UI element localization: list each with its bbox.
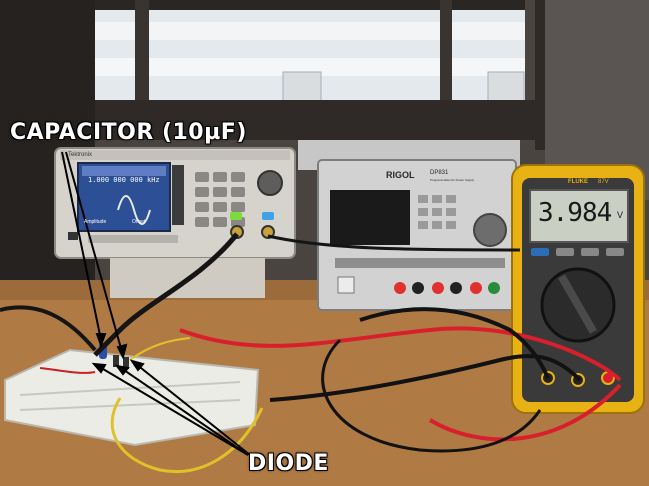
multimeter [511, 164, 645, 414]
fg-blue-button [262, 212, 274, 220]
fg-knob [257, 170, 283, 196]
left-cable [0, 305, 97, 352]
ps-brand: RIGOL [386, 170, 415, 180]
ps-buttons [418, 195, 456, 229]
bnc-cable [93, 232, 239, 357]
capacitor-arrows [61, 151, 128, 360]
diode-arrows [91, 359, 251, 456]
black-probe-lead-2 [359, 307, 550, 379]
socket-1 [282, 71, 322, 103]
ps-power-switch [337, 276, 355, 294]
red-probe-lead-2 [428, 383, 622, 442]
dmm-lcd [529, 189, 629, 243]
dmm-model: 87V [598, 179, 609, 185]
fg-amplitude-label: Amplitude [84, 219, 107, 225]
black-wire-loop [321, 338, 542, 453]
ps-knob [473, 213, 507, 247]
blinds-2 [95, 58, 525, 76]
power-supply [298, 140, 520, 311]
fg-waveform [117, 195, 151, 225]
fg-brand: Tektronix [68, 152, 93, 158]
dmm-brand: FLUKE [568, 179, 588, 185]
diode-1 [113, 355, 119, 367]
ps-screen [330, 190, 410, 245]
socket-2 [487, 71, 525, 103]
fg-sync-connector [261, 225, 275, 239]
shelf [95, 100, 545, 140]
fg-keypad [195, 172, 245, 227]
window-mullion-3 [535, 0, 545, 150]
blinds-1 [95, 22, 525, 40]
yellow-wire-2 [129, 337, 191, 361]
ps-terminals [394, 282, 500, 294]
red-jumper [39, 367, 96, 374]
dmm-reading: 3.984 [538, 198, 612, 228]
red-probe-lead [179, 326, 622, 382]
dmm-unit: V [617, 210, 624, 220]
diode-label: DIODE [248, 451, 329, 476]
breadboard [4, 348, 260, 447]
fg-frequency-readout: 1.000 000 000 kHz [88, 176, 160, 184]
yellow-wire [110, 397, 264, 473]
ps-model: DP831 [430, 170, 449, 176]
diode-2 [123, 357, 129, 369]
window-frame-top [95, 0, 525, 10]
ps-subtitle: Programmable DC Power Supply [430, 178, 475, 182]
sync-cable [267, 234, 521, 252]
dmm-buttons [531, 248, 624, 256]
fg-offset-label: Offset [132, 219, 146, 225]
fg-green-button [230, 212, 242, 220]
capacitor-label: CAPACITOR (10µF) [10, 120, 247, 145]
function-generator [54, 147, 296, 298]
